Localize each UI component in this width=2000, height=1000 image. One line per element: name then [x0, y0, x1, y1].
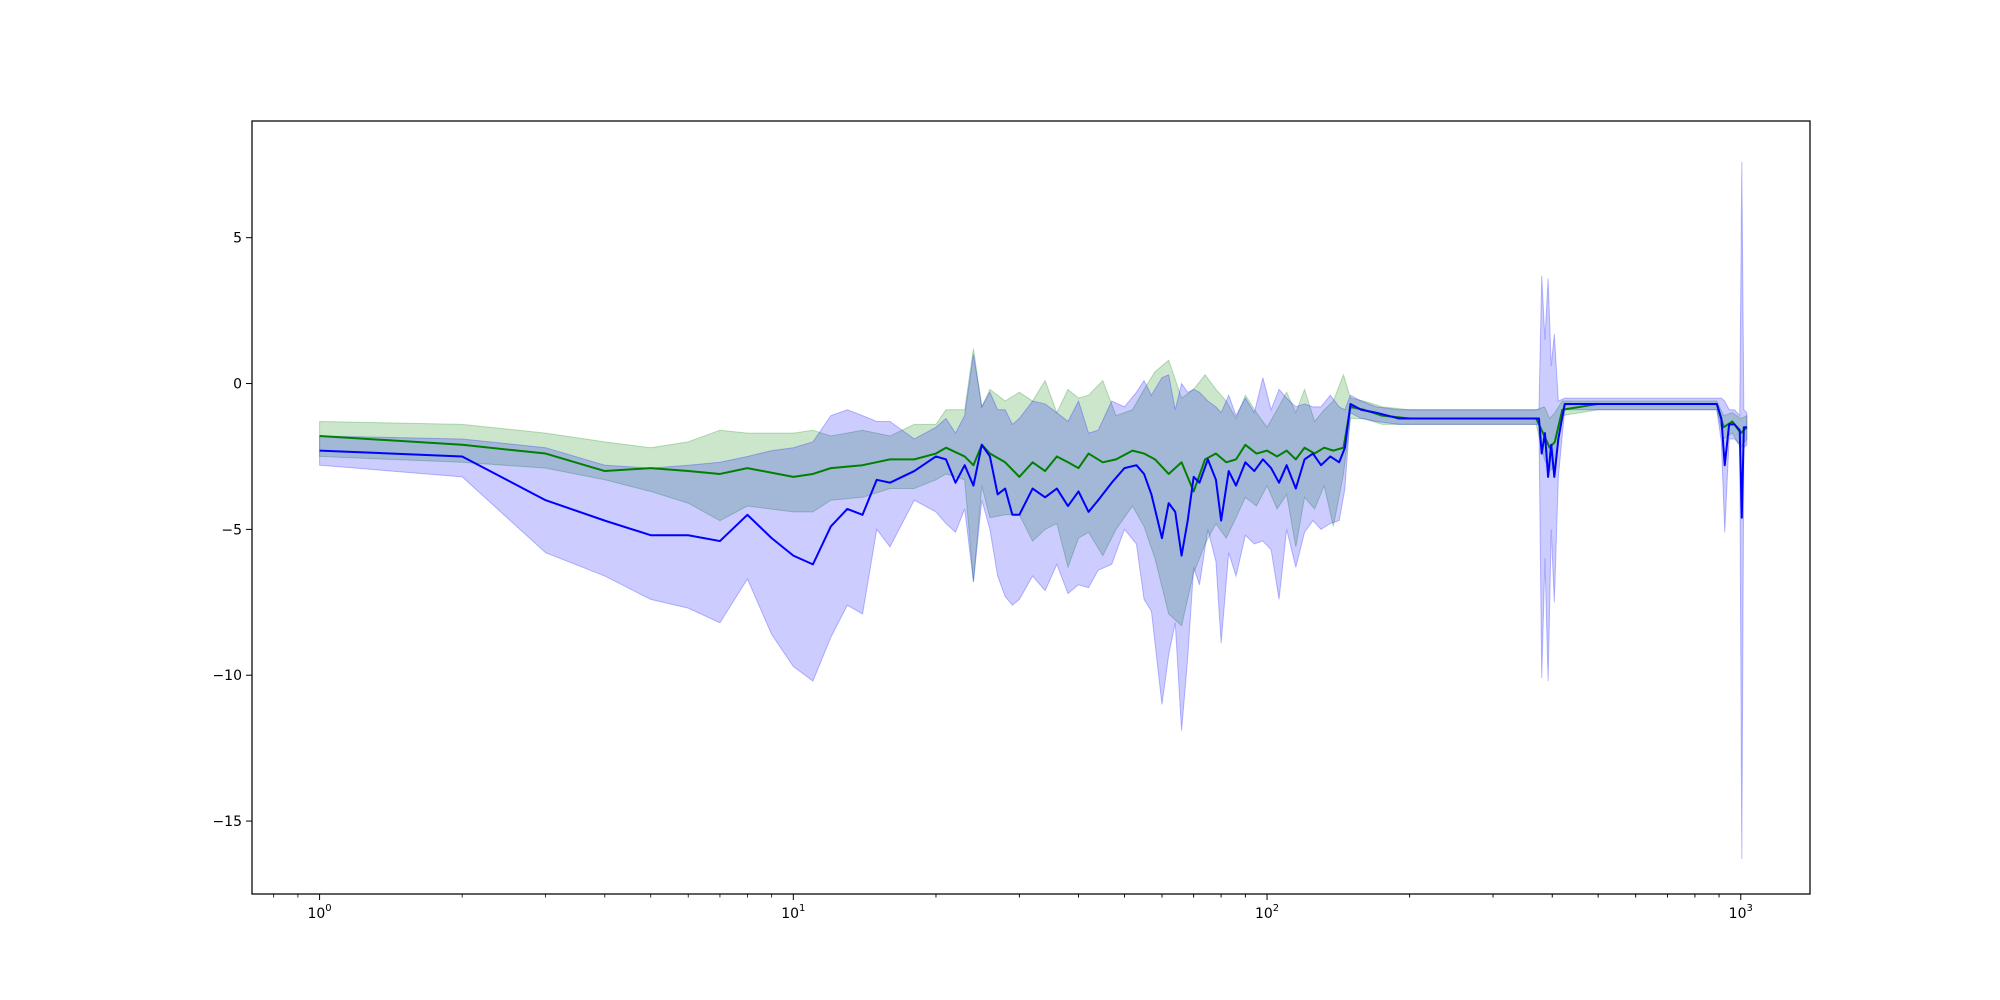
x-tick-label: 103: [1729, 903, 1753, 922]
x-tick-label-base: 10: [307, 906, 325, 922]
x-tick-label-exponent: 0: [325, 903, 331, 914]
x-tick-label-base: 10: [781, 906, 799, 922]
plot-area: [252, 121, 1810, 894]
series-1-band: [319, 348, 1748, 627]
x-tick-label-base: 10: [1729, 906, 1747, 922]
x-tick-label-base: 10: [1255, 906, 1273, 922]
y-axis: 5 0 −5 −10 −15: [212, 231, 252, 830]
y-tick-label: −5: [221, 522, 242, 538]
x-tick-label: 100: [307, 903, 331, 922]
x-axis: 100 101 102 103: [273, 894, 1753, 922]
y-tick-label: 5: [233, 231, 242, 247]
y-tick-label: −15: [212, 814, 242, 830]
x-tick-label-exponent: 2: [1273, 903, 1279, 914]
x-tick-label-exponent: 3: [1747, 903, 1753, 914]
series-2-line: [319, 402, 1747, 566]
series-2-band: [319, 161, 1748, 860]
confidence-bands: [319, 161, 1748, 860]
y-tick-label: 0: [233, 377, 242, 393]
x-tick-label: 101: [781, 903, 805, 922]
x-tick-label-exponent: 1: [799, 903, 805, 914]
series-lines: [319, 402, 1748, 566]
y-tick-label: −10: [212, 668, 242, 684]
axes-frame: [251, 120, 1811, 895]
x-tick-label: 102: [1255, 903, 1279, 922]
